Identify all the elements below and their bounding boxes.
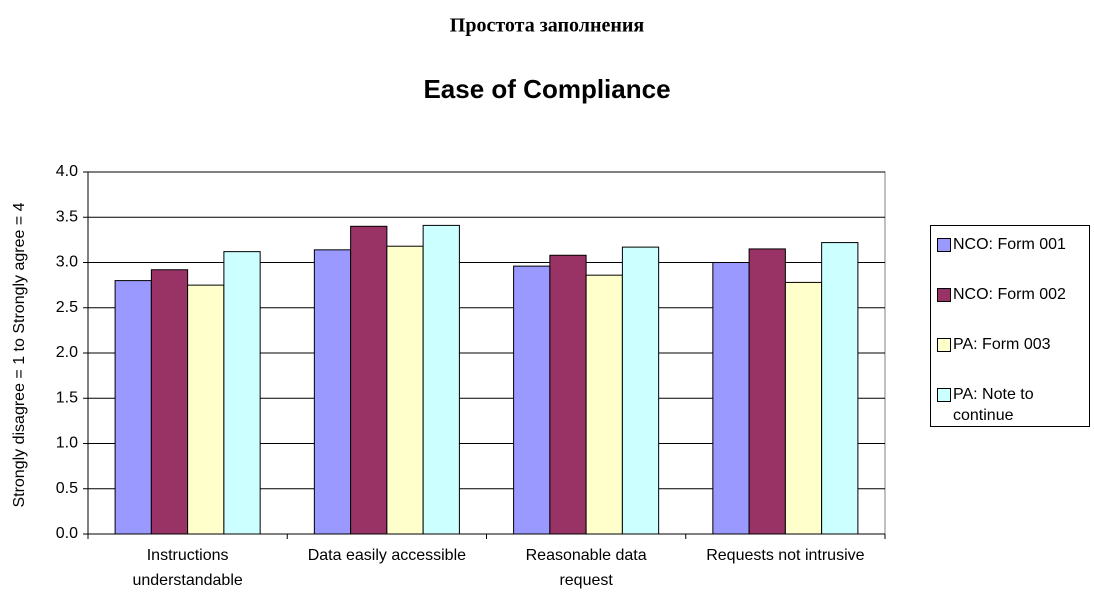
x-tick-label: Requests not intrusive [706,547,865,564]
legend: NCO: Form 001 NCO: Form 002 PA: Form 003 PA… [930,225,1090,427]
bar [784,281,823,535]
bar [313,249,352,535]
bar [712,262,750,535]
y-tick-label: 4.0 [56,163,78,180]
bar [549,254,587,535]
y-tick-label: 2.0 [56,344,78,361]
legend-label: NCO: Form 001 [953,236,1066,253]
bar [386,245,424,535]
legend-item: NCO: Form 002 [937,284,1089,334]
legend-label: PA: Form 003 [953,336,1051,353]
chart-title: Простота заполнения [450,15,645,37]
legend-label: PA: Note to continue [953,386,1034,424]
y-tick-label: 2.5 [56,299,78,316]
bar [513,265,551,535]
x-tick-label: Data easily accessible [307,547,467,564]
x-tick-label: Reasonable data request [525,547,647,589]
legend-swatch [937,338,951,352]
y-tick-label: 3.5 [56,208,78,225]
legend-item: PA: Note to continue [937,384,1089,434]
legend-item: NCO: Form 001 [937,234,1089,284]
y-tick-label: 1.5 [56,389,78,406]
y-tick-label: 3.0 [56,254,78,271]
bar [621,246,660,535]
bar [585,274,623,535]
legend-label: NCO: Form 002 [953,286,1066,303]
y-tick-label: 0.5 [56,480,78,497]
legend-swatch [937,388,951,402]
y-tick-label: 0.0 [56,525,78,542]
legend-item: PA: Form 003 [937,334,1089,384]
chart-subtitle: Ease of Compliance [423,74,670,104]
y-axis-label: Strongly disagree = 1 to Strongly agree … [11,202,28,507]
bar [223,251,261,535]
y-tick-label: 1.0 [56,435,78,452]
bar [422,224,460,535]
bar [821,242,859,535]
legend-swatch [937,288,951,302]
bar [150,269,189,535]
bar [748,248,786,535]
bar [187,284,225,535]
x-tick-label: Instructions understandable [132,547,243,589]
bar [350,225,388,535]
bar [114,280,152,535]
legend-swatch [937,238,951,252]
